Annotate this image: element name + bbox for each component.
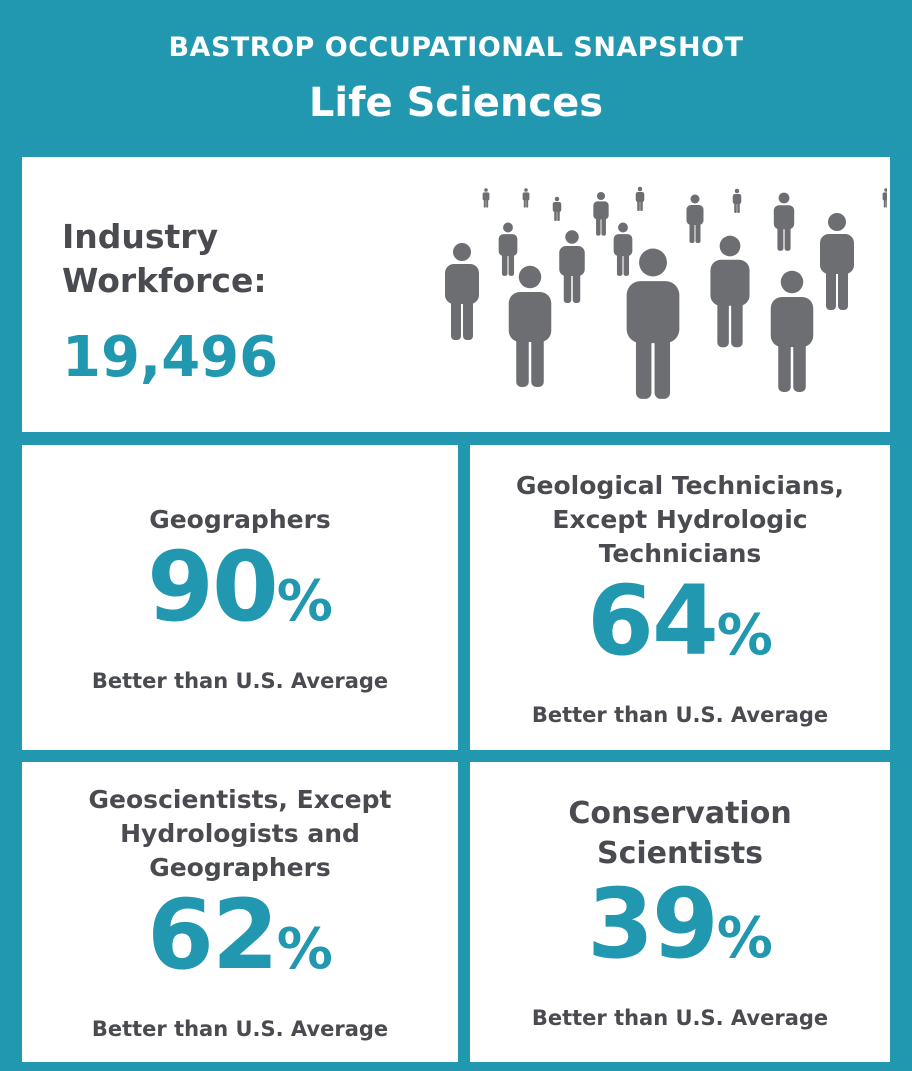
title: BASTROP OCCUPATIONAL SNAPSHOT <box>168 32 744 63</box>
note: Better than U.S. Average <box>531 1006 829 1030</box>
card: Geoscientists, Except Hydrologists and G… <box>22 762 458 1062</box>
occupation: Geographers <box>149 504 331 534</box>
occupation: Conservation Scientists <box>568 796 792 871</box>
note: Better than U.S. Average <box>531 702 829 727</box>
note: Better than U.S. Average <box>91 668 389 693</box>
subtitle: Life Sciences <box>308 80 604 126</box>
percent-unit: % <box>716 906 773 971</box>
workforce-label: Industry Workforce: <box>62 217 267 300</box>
card: Geological Technicians, Except Hydrologi… <box>470 445 890 750</box>
percent-unit: % <box>276 917 333 982</box>
workforce-value: 19,496 <box>62 325 279 390</box>
card: Geographers 90% Better than U.S. Average <box>22 445 458 750</box>
occupation: Geological Technicians, Except Hydrologi… <box>516 470 844 568</box>
percent-unit: % <box>716 602 773 668</box>
percent-value: 62 <box>147 879 279 991</box>
people-icon <box>445 186 887 399</box>
percent-unit: % <box>276 568 333 634</box>
occupation: Geoscientists, Except Hydrologists and G… <box>88 785 392 882</box>
card: Conservation Scientists 39% Better than … <box>470 762 890 1062</box>
workforce-panel: Industry Workforce: 19,496 <box>22 157 890 432</box>
percent-value: 64 <box>587 564 719 677</box>
note: Better than U.S. Average <box>91 1017 389 1041</box>
percent-value: 39 <box>587 868 719 980</box>
percent-value: 90 <box>147 530 279 643</box>
crowd <box>445 186 887 399</box>
